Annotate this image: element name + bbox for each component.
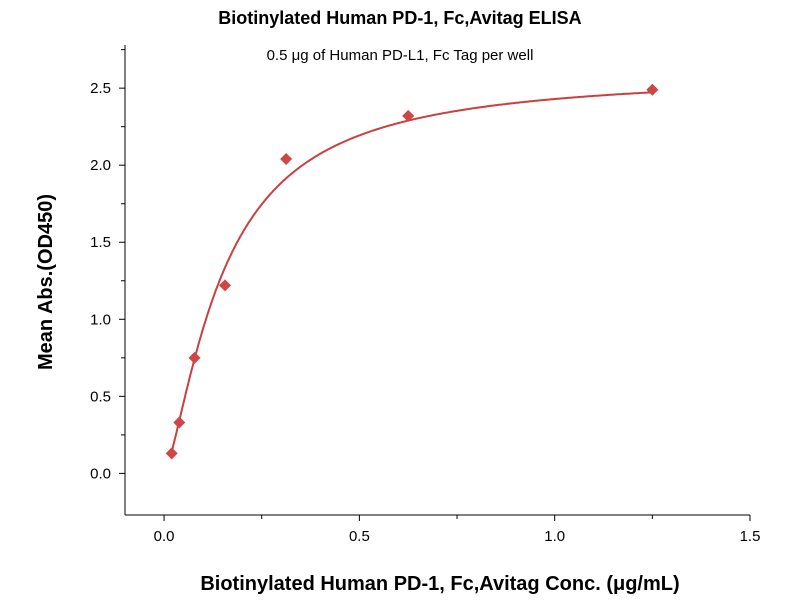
y-axis-label: Mean Abs.(OD450) [35,194,57,370]
data-point-diamond [219,279,231,292]
data-point-diamond [280,153,293,166]
data-point-diamond [173,416,186,429]
x-tick-label: 1.5 [740,528,761,545]
chart-title: Biotinylated Human PD-1, Fc,Avitag ELISA [218,8,581,28]
x-axis-label: Biotinylated Human PD-1, Fc,Avitag Conc.… [200,573,679,595]
x-tick-label: 1.0 [544,528,565,545]
y-tick-label: 1.0 [90,311,111,328]
y-tick-label: 2.0 [90,157,111,174]
y-tick-label: 2.5 [90,80,111,97]
data-point-diamond [646,83,659,96]
y-tick-label: 0.0 [90,465,111,482]
chart-subtitle: 0.5 μg of Human PD-L1, Fc Tag per well [267,47,534,64]
x-tick-label: 0.0 [154,528,175,545]
data-point-diamond [402,109,415,122]
x-tick-label: 0.5 [349,528,370,545]
fit-curve [170,91,653,452]
data-point-diamond [165,447,178,460]
y-tick-label: 0.5 [90,388,111,405]
y-tick-label: 1.5 [90,234,111,251]
data-point-diamond [188,351,201,364]
